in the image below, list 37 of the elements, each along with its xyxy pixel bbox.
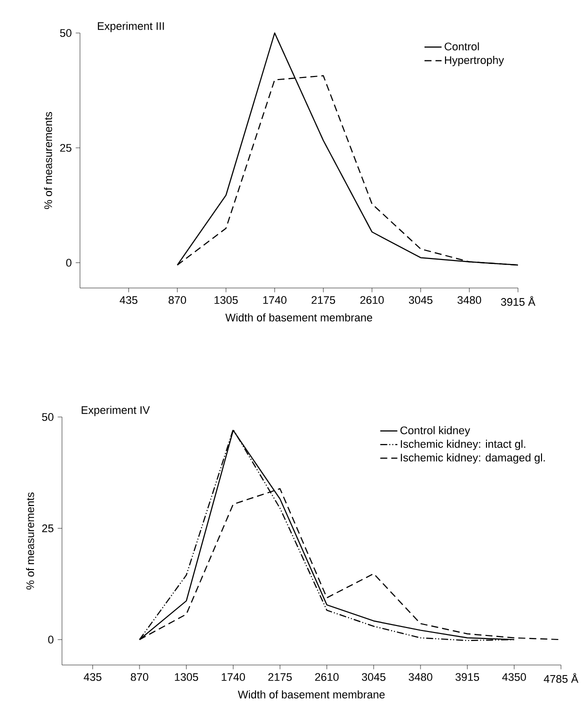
chart-title: Experiment IV: [82, 406, 150, 416]
y-tick-label: 25: [60, 144, 72, 152]
x-tick-label: 4785 Å: [544, 673, 578, 683]
x-tick-label: 4350: [502, 673, 526, 681]
y-axis-title: % of measurements: [26, 492, 34, 590]
x-tick-label: 2610: [360, 296, 384, 304]
x-tick-label: 3480: [458, 296, 482, 304]
y-tick-label: 0: [66, 258, 72, 267]
x-tick-label: 1305: [214, 296, 238, 304]
x-tick-label: 870: [168, 296, 186, 304]
y-tick-label: 50: [42, 413, 54, 421]
x-tick-label: 3915 Å: [500, 296, 536, 306]
chart-title: Experiment III: [98, 22, 164, 32]
y-tick-label: 25: [42, 524, 54, 532]
x-tick-label: 2175: [268, 673, 292, 681]
x-tick-label: 3915: [456, 673, 480, 681]
x-tick-label: 435: [120, 296, 138, 304]
legend-label: Ischemic kidney: intact gl.: [400, 440, 526, 450]
x-axis-title: Width of basement membrane: [238, 690, 385, 698]
x-tick-label: 2610: [315, 673, 339, 681]
x-tick-label: 3480: [408, 673, 432, 681]
y-axis-title: % of measurements: [44, 112, 52, 210]
legend-label: Control: [444, 42, 479, 50]
legend-label: Control kidney: [400, 426, 470, 436]
x-tick-label: 1305: [174, 673, 198, 681]
x-tick-label: 870: [130, 673, 148, 681]
legend-label: Hypertrophy: [445, 56, 504, 66]
x-axis-title: Width of basement membrane: [225, 313, 372, 322]
y-tick-label: 50: [60, 29, 72, 37]
y-tick-label: 0: [48, 636, 54, 644]
legend-label: Ischemic kidney: damaged gl.: [400, 453, 545, 464]
x-tick-label: 3045: [362, 673, 386, 681]
x-tick-label: 3045: [408, 296, 432, 304]
x-tick-label: 1740: [222, 673, 245, 681]
x-tick-label: 2175: [312, 296, 336, 304]
x-tick-label: 435: [84, 673, 102, 681]
x-tick-label: 1740: [263, 296, 286, 304]
